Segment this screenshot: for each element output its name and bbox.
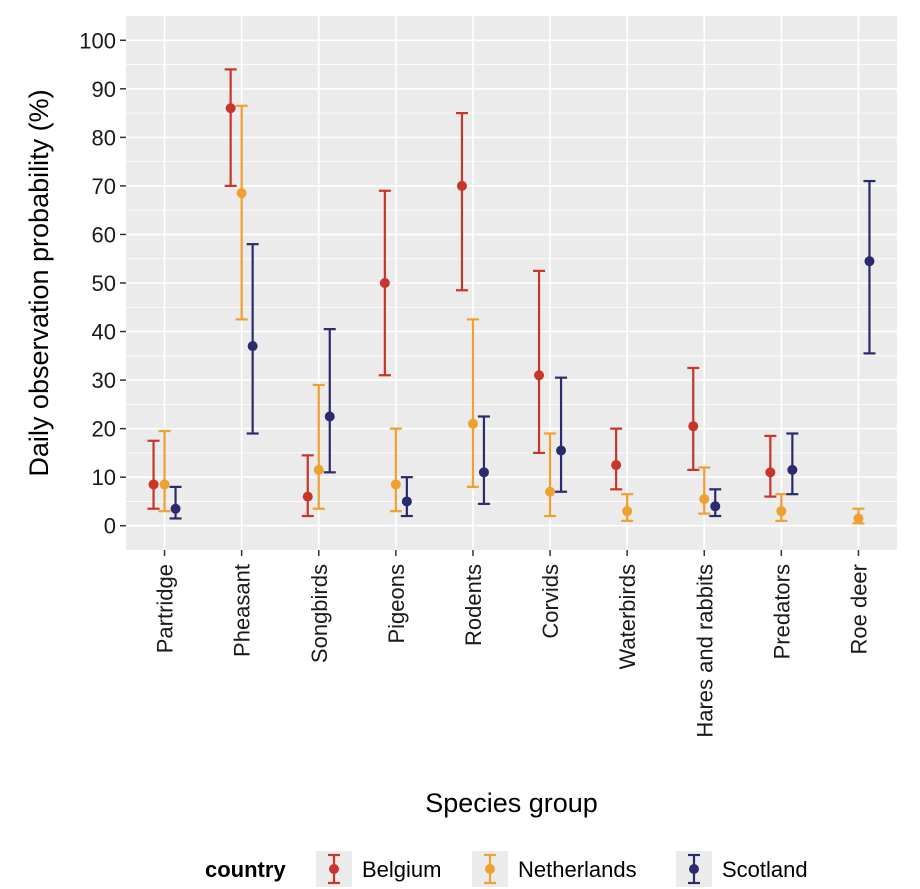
data-point — [853, 513, 864, 524]
data-point — [302, 491, 313, 502]
data-point — [456, 180, 467, 191]
legend-key-point — [689, 864, 699, 874]
legend-label: Netherlands — [518, 857, 637, 882]
y-tick-label: 0 — [104, 514, 116, 539]
x-tick-label: Partridge — [153, 564, 178, 653]
y-tick-label: 70 — [92, 174, 116, 199]
data-point — [478, 467, 489, 478]
y-tick-label: 100 — [79, 28, 116, 53]
data-point — [787, 464, 798, 475]
data-point — [765, 467, 776, 478]
data-point — [545, 486, 556, 497]
data-point — [159, 479, 170, 490]
y-tick-label: 80 — [92, 125, 116, 150]
data-point — [534, 370, 545, 381]
legend-key-point — [485, 864, 495, 874]
data-point — [247, 341, 258, 352]
y-tick-label: 10 — [92, 465, 116, 490]
legend-item-netherlands: Netherlands — [472, 851, 637, 887]
y-axis-title: Daily observation probability (%) — [24, 89, 54, 476]
data-point — [710, 501, 721, 512]
data-point — [313, 464, 324, 475]
data-point — [611, 460, 622, 471]
y-tick-label: 30 — [92, 368, 116, 393]
data-point — [688, 421, 699, 432]
legend-label: Scotland — [722, 857, 808, 882]
data-point — [379, 278, 390, 288]
x-tick-label: Rodents — [461, 564, 486, 646]
legend-item-scotland: Scotland — [676, 851, 808, 887]
y-tick-label: 90 — [92, 77, 116, 102]
error-bar-marks — [147, 68, 876, 525]
legend: country Belgium Netherlands Scotland — [205, 851, 808, 887]
data-point — [170, 503, 181, 514]
data-point — [148, 479, 159, 490]
x-tick-label: Predators — [769, 564, 794, 659]
x-tick-label: Corvids — [538, 564, 563, 639]
minor-gridlines — [126, 64, 897, 502]
data-point — [401, 496, 412, 507]
x-axis-title: Species group — [425, 788, 598, 818]
y-tick-label: 40 — [92, 320, 116, 345]
x-tick-label: Waterbirds — [615, 564, 640, 670]
data-point — [776, 506, 787, 517]
data-point — [622, 506, 633, 517]
data-point — [390, 479, 401, 490]
y-tick-label: 20 — [92, 417, 116, 442]
y-tick-label: 50 — [92, 271, 116, 296]
x-tick-label: Roe deer — [846, 564, 871, 655]
series-netherlands — [158, 104, 865, 525]
data-point — [556, 445, 567, 456]
data-point — [467, 418, 478, 429]
data-point — [236, 188, 247, 199]
x-tick-label: Pheasant — [230, 564, 255, 657]
legend-label: Belgium — [362, 857, 441, 882]
data-point — [324, 411, 335, 422]
legend-title: country — [205, 857, 286, 882]
x-tick-label: Hares and rabbits — [692, 564, 717, 738]
data-point — [864, 256, 875, 267]
data-point — [225, 103, 236, 114]
y-axis: 0 10 20 30 40 50 60 70 80 90 100 — [79, 28, 126, 539]
series-belgium — [147, 68, 777, 518]
series-scotland — [169, 179, 876, 520]
legend-key-point — [329, 864, 339, 874]
x-axis: Partridge Pheasant Songbirds Pigeons Rodents… — [153, 550, 871, 738]
x-tick-label: Pigeons — [384, 564, 409, 644]
x-tick-label: Songbirds — [307, 564, 332, 663]
y-tick-label: 60 — [92, 222, 116, 247]
data-point — [699, 494, 710, 505]
legend-item-belgium: Belgium — [316, 851, 441, 887]
